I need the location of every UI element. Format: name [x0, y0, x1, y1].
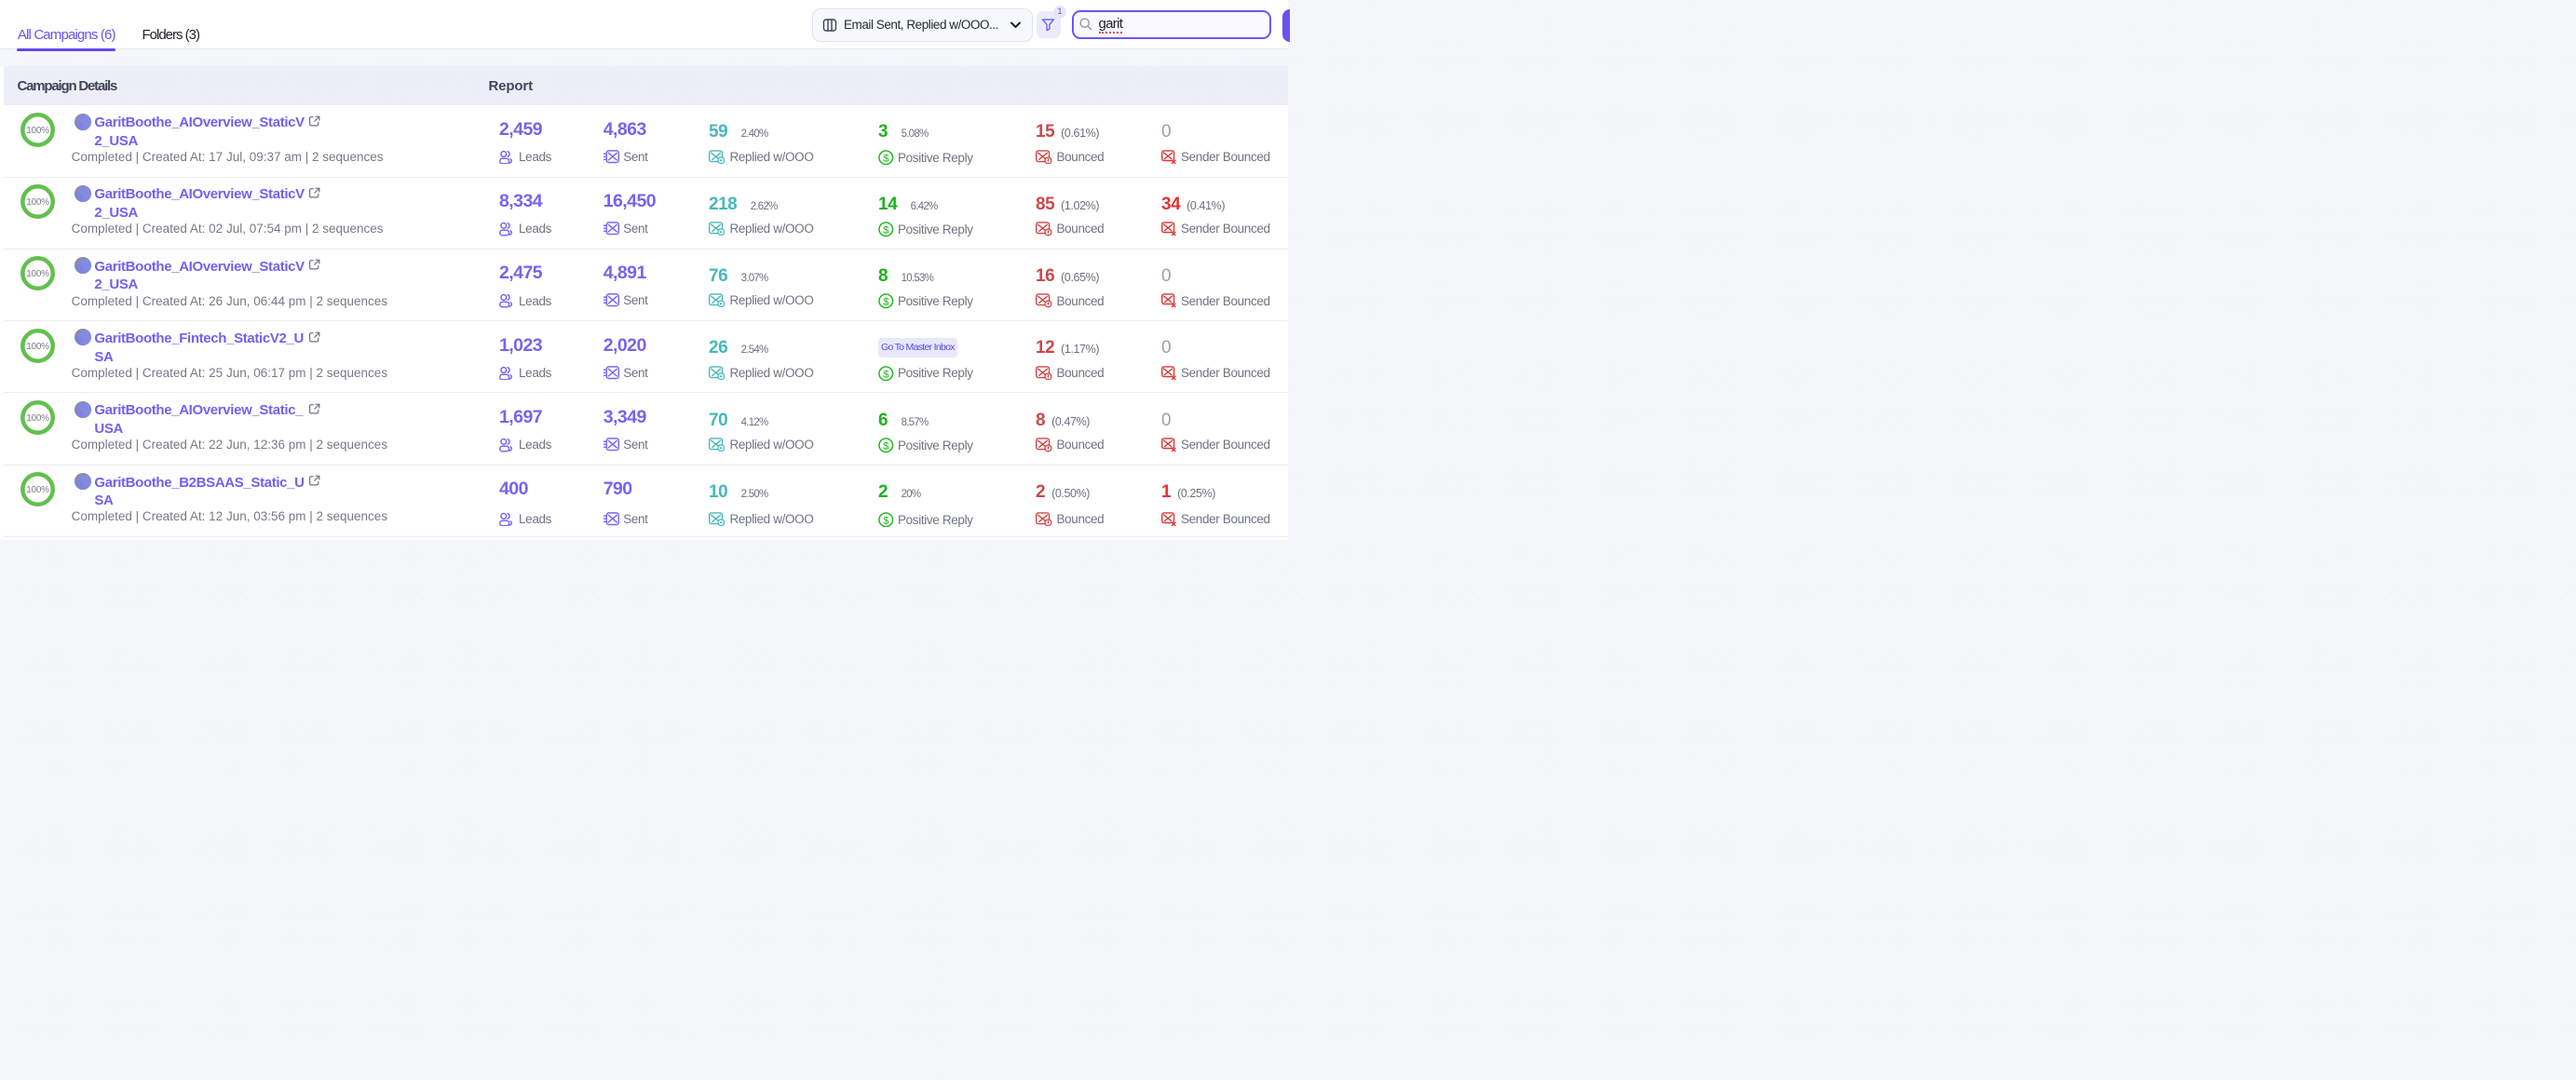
svg-text:$: $: [883, 440, 888, 452]
svg-text:$: $: [883, 153, 888, 164]
svg-text:100%: 100%: [26, 197, 49, 208]
svg-text:$: $: [883, 297, 888, 308]
svg-text:100%: 100%: [26, 342, 49, 352]
svg-text:$: $: [883, 224, 888, 236]
svg-text:$: $: [883, 369, 888, 380]
svg-text:$: $: [883, 515, 888, 526]
svg-text:100%: 100%: [26, 269, 49, 279]
svg-text:100%: 100%: [26, 485, 49, 495]
svg-text:100%: 100%: [26, 413, 49, 424]
svg-text:100%: 100%: [26, 126, 49, 136]
